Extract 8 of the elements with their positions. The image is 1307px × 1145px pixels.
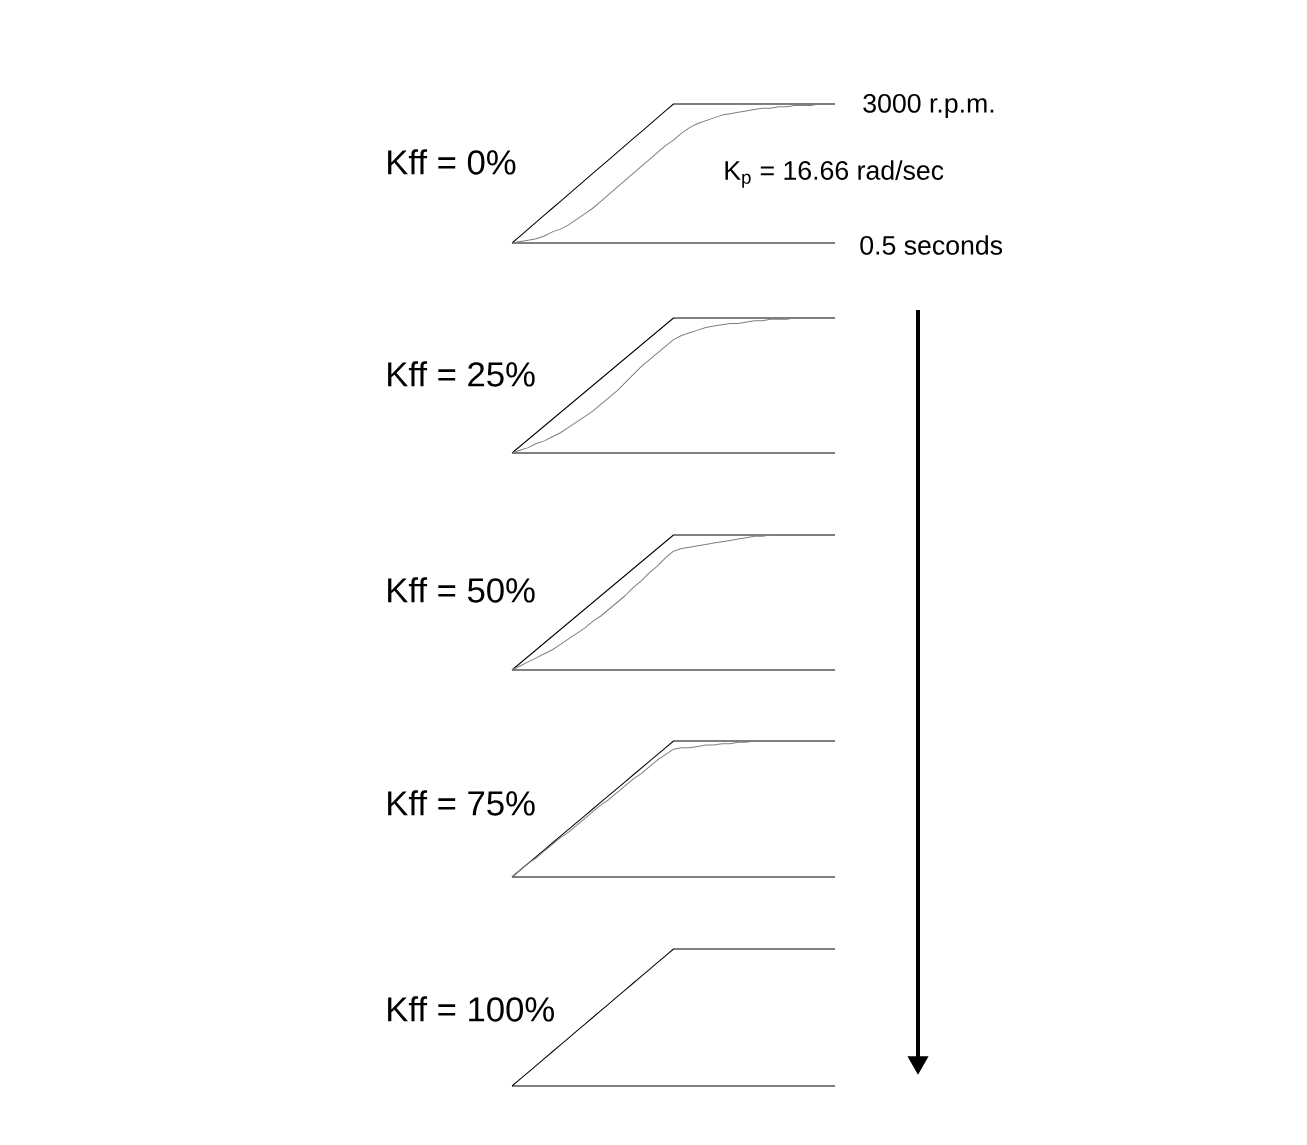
text: Kff = 100% [388, 996, 554, 1022]
text: Kff = 0% [388, 149, 516, 175]
text: 3000 r.p.m. [863, 93, 994, 119]
text: Kff = 25% [388, 361, 535, 387]
text: Kff = 50% [388, 577, 535, 603]
text: Kff = 75% [388, 790, 535, 816]
annotation: K$_{p}$ = 16.66 rad/sec [725, 160, 944, 188]
text: 0.5 seconds [860, 235, 1003, 255]
